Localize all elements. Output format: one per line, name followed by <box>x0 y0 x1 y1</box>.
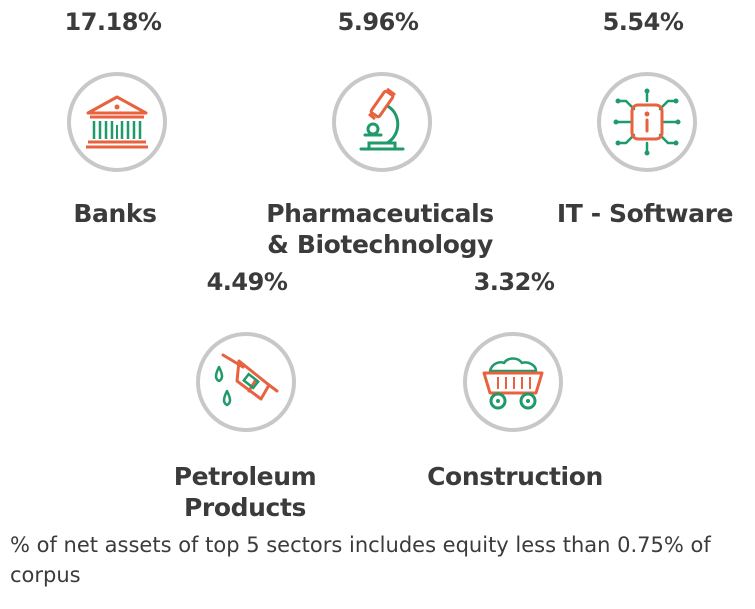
microscope-icon <box>329 69 435 175</box>
it-software-percent: 5.54% <box>602 8 684 36</box>
pharma-percent: 5.96% <box>337 8 419 36</box>
it-software-label: IT - Software <box>556 199 734 228</box>
bank-icon <box>64 69 170 175</box>
footnote: % of net assets of top 5 sectors include… <box>10 533 711 587</box>
pharma-label-line2: & Biotechnology <box>267 230 493 259</box>
construction-label: Construction <box>427 462 603 491</box>
pharma-label: Pharmaceuticals & Biotechnology <box>250 198 510 260</box>
petroleum-label-line1: Petroleum <box>173 462 317 491</box>
mining-cart-icon <box>460 329 566 435</box>
petroleum-label-line2: Products <box>184 493 306 522</box>
construction-percent: 3.32% <box>473 268 555 296</box>
banks-percent: 17.18% <box>64 8 162 36</box>
petroleum-label: Petroleum Products <box>160 461 330 523</box>
fuel-nozzle-icon <box>193 329 299 435</box>
chip-icon <box>594 69 700 175</box>
pharma-label-line1: Pharmaceuticals <box>266 199 494 228</box>
petroleum-percent: 4.49% <box>206 268 288 296</box>
banks-label: Banks <box>73 199 157 228</box>
